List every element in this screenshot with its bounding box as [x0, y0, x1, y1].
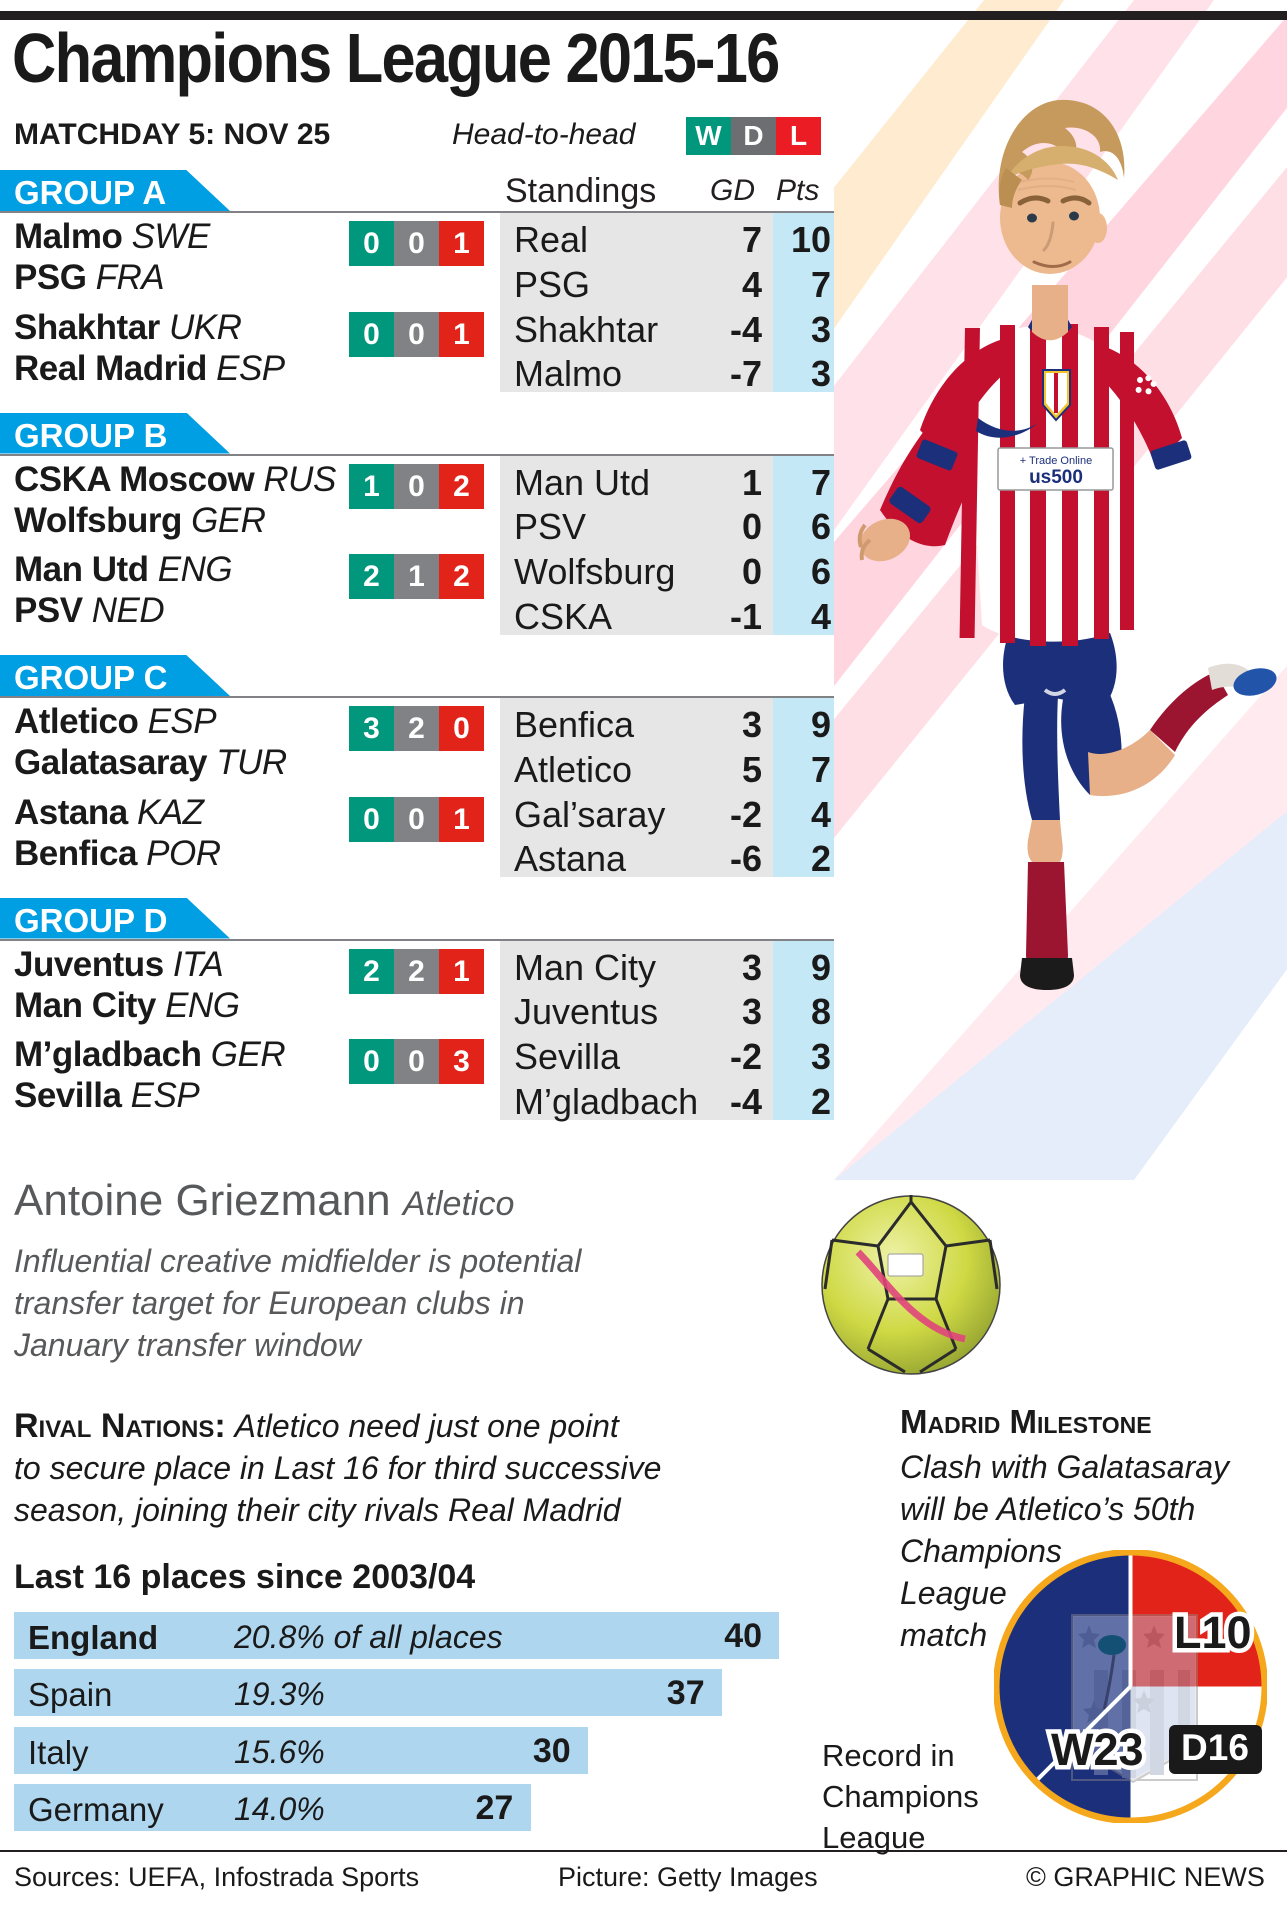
- svg-text:us500: us500: [1029, 467, 1083, 488]
- svg-text:+ Trade Online: + Trade Online: [1020, 455, 1092, 467]
- svg-text:D16: D16: [1181, 1727, 1249, 1768]
- svg-text:L10: L10: [1174, 1607, 1252, 1658]
- svg-text:W23: W23: [1051, 1724, 1144, 1775]
